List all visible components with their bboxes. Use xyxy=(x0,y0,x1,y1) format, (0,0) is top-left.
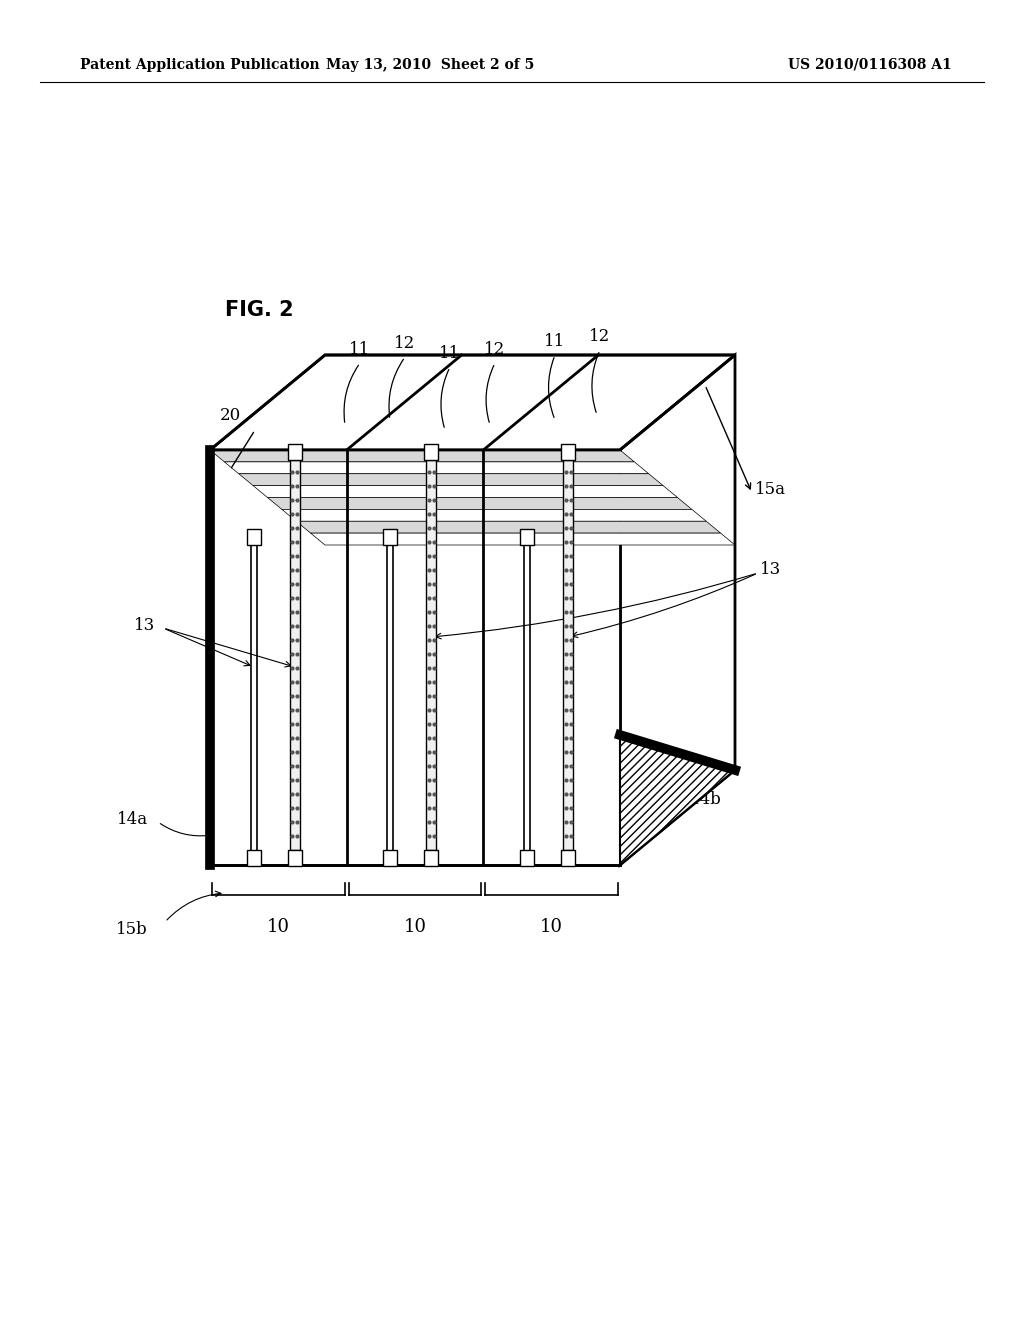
Text: 15a: 15a xyxy=(755,482,786,499)
Text: 11: 11 xyxy=(545,333,565,350)
Polygon shape xyxy=(288,850,302,866)
Polygon shape xyxy=(520,850,535,866)
Text: Patent Application Publication: Patent Application Publication xyxy=(80,58,319,73)
Polygon shape xyxy=(288,444,302,459)
Text: 11: 11 xyxy=(349,341,371,358)
Polygon shape xyxy=(210,355,735,450)
Text: FIG. 2: FIG. 2 xyxy=(225,300,294,319)
Text: 11: 11 xyxy=(439,345,461,362)
Text: 20: 20 xyxy=(219,407,241,424)
Polygon shape xyxy=(224,462,649,474)
Polygon shape xyxy=(267,498,692,510)
Text: 13: 13 xyxy=(134,616,155,634)
Text: 10: 10 xyxy=(267,917,290,936)
Polygon shape xyxy=(239,474,664,486)
Text: 12: 12 xyxy=(484,341,506,358)
Polygon shape xyxy=(563,459,573,850)
Text: 13: 13 xyxy=(760,561,781,578)
Polygon shape xyxy=(426,459,436,850)
Text: 12: 12 xyxy=(394,335,416,352)
Polygon shape xyxy=(253,486,678,498)
Polygon shape xyxy=(210,450,620,865)
Polygon shape xyxy=(424,444,438,459)
Text: 10: 10 xyxy=(541,917,563,936)
Text: 10: 10 xyxy=(403,917,427,936)
Polygon shape xyxy=(282,510,707,521)
Text: 14a: 14a xyxy=(117,812,148,829)
Polygon shape xyxy=(310,533,735,545)
Polygon shape xyxy=(520,529,535,545)
Text: 12: 12 xyxy=(590,327,610,345)
Polygon shape xyxy=(210,450,635,462)
Text: May 13, 2010  Sheet 2 of 5: May 13, 2010 Sheet 2 of 5 xyxy=(326,58,535,73)
Polygon shape xyxy=(620,735,735,865)
Text: US 2010/0116308 A1: US 2010/0116308 A1 xyxy=(788,58,952,73)
Polygon shape xyxy=(296,521,721,533)
Text: 14b: 14b xyxy=(690,792,722,808)
Polygon shape xyxy=(383,529,397,545)
Polygon shape xyxy=(424,850,438,866)
Polygon shape xyxy=(383,850,397,866)
Text: 15b: 15b xyxy=(117,921,148,939)
Polygon shape xyxy=(247,850,261,866)
Polygon shape xyxy=(247,529,261,545)
Polygon shape xyxy=(561,850,575,866)
Polygon shape xyxy=(290,459,300,850)
Polygon shape xyxy=(620,355,735,865)
Polygon shape xyxy=(561,444,575,459)
